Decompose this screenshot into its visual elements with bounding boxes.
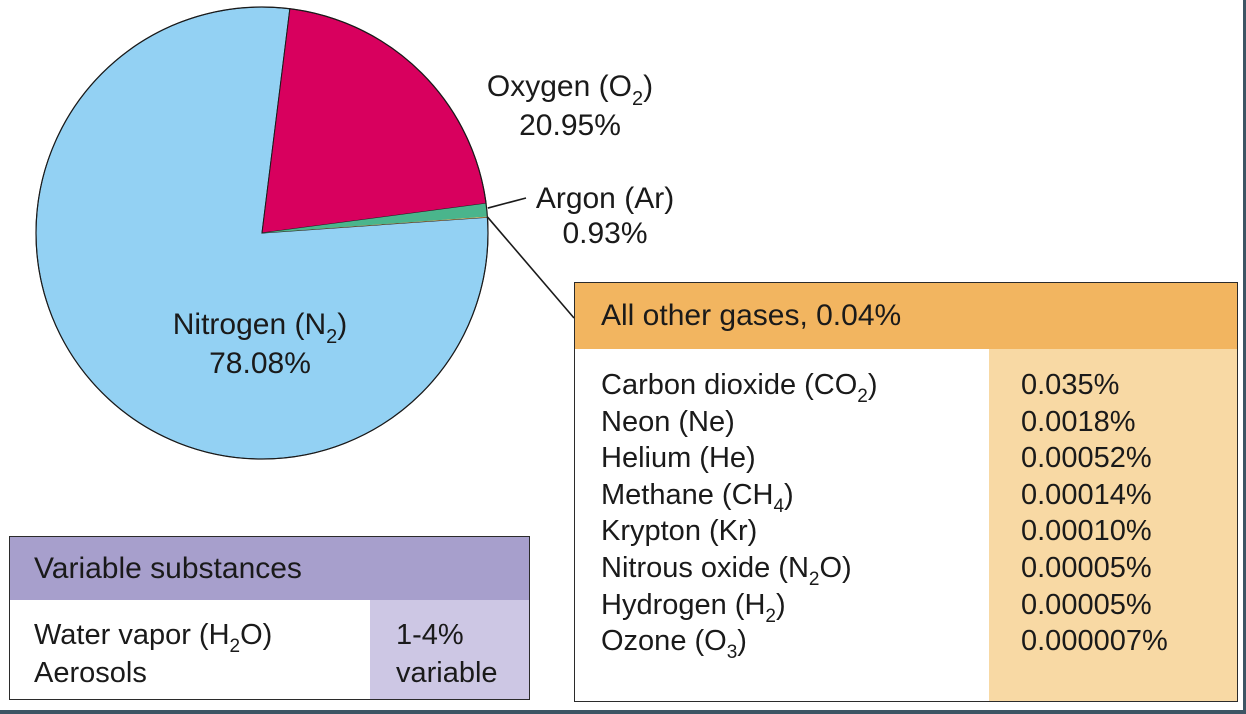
other-gas-row-2-name-text: Helium (He) (601, 442, 756, 475)
other-gas-row-7-name-tail: ) (737, 625, 747, 658)
variable-row-0-name-tail: O) (240, 619, 273, 651)
other-gas-row-5-value: 0.00005% (1021, 552, 1152, 584)
pie-slice-all (262, 216, 488, 233)
variable-substances-header: Variable substances (10, 537, 529, 600)
other-gases-value-column (989, 349, 1237, 701)
other-gas-row-0-name-tail: ) (867, 369, 878, 401)
variable-row-0-name-text: Water vapor (H (34, 619, 230, 651)
other-gas-row-7-name: Ozone (O3) (601, 623, 747, 663)
other-gas-row-3-subscript: 4 (773, 495, 785, 517)
other-gas-row-4-name: Krypton (Kr) (601, 513, 757, 549)
argon-leader-line (487, 197, 527, 209)
other-gas-row-4-name-text: Krypton (Kr) (601, 515, 758, 548)
frame-bottom-edge (0, 710, 1246, 714)
nitrogen-value: 78.08% (209, 347, 311, 380)
other-gases-table: All other gases, 0.04% Carbon dioxide (C… (574, 282, 1238, 702)
other-gas-row-0-subscript: 2 (857, 386, 868, 407)
other-gas-row-6-name-tail: ) (775, 588, 786, 621)
other-gas-row-5-name-tail: O) (819, 552, 852, 584)
pie-outline (35, 6, 489, 460)
other-gas-row-2-value: 0.00052% (1021, 442, 1152, 475)
other-gases-header: All other gases, 0.04% (575, 283, 1237, 349)
nitrogen-name-tail: ) (337, 308, 348, 341)
frame-right-edge (1243, 0, 1246, 714)
other-gas-row-0-value: 0.035% (1021, 369, 1120, 401)
other-gas-row-3-value: 0.00014% (1021, 478, 1152, 511)
other-gas-row-5-subscript: 2 (808, 569, 820, 590)
other-gas-row-3-name-tail: ) (784, 478, 794, 511)
other-gas-row-5-name: Nitrous oxide (N2O) (601, 550, 852, 590)
variable-row-0-subscript: 2 (229, 636, 241, 657)
other-gas-row-7-name-text: Ozone (O (601, 625, 727, 658)
other-gas-row-5-name-text: Nitrous oxide (N (601, 552, 809, 584)
nitrogen-subscript: 2 (326, 326, 338, 348)
other-gas-row-0-name: Carbon dioxide (CO2) (601, 367, 878, 407)
pie-slice-argon (262, 203, 488, 233)
other-gas-row-1-name: Neon (Ne) (601, 404, 735, 440)
other-gas-row-7-subscript: 3 (726, 642, 738, 664)
other-gas-row-1-value: 0.0018% (1021, 405, 1136, 438)
argon-label: Argon (Ar) 0.93% (510, 181, 700, 251)
variable-row-1-name-text: Aerosols (34, 657, 147, 689)
oxygen-name: Oxygen (O (486, 70, 632, 103)
other-gas-row-4-value: 0.00010% (1021, 515, 1152, 548)
other-gases-leader-line (486, 216, 575, 319)
other-gas-row-3-name-text: Methane (CH (601, 478, 774, 511)
variable-row-1-value: variable (396, 657, 498, 689)
argon-value: 0.93% (562, 217, 648, 250)
other-gas-row-6-name: Hydrogen (H2) (601, 587, 786, 627)
variable-row-0-name: Water vapor (H2O) (34, 617, 272, 657)
oxygen-subscript: 2 (631, 88, 644, 110)
other-gas-row-6-value: 0.00005% (1021, 588, 1152, 621)
other-gas-row-3-name: Methane (CH4) (601, 477, 794, 517)
other-gas-row-7-value: 0.000007% (1021, 625, 1168, 658)
nitrogen-label: Nitrogen (N2) 78.08% (120, 307, 400, 381)
variable-row-1-name: Aerosols (34, 655, 147, 691)
argon-name: Argon (Ar) (535, 182, 675, 215)
other-gas-row-1-name-text: Neon (Ne) (601, 405, 735, 438)
other-gas-row-2-name: Helium (He) (601, 440, 756, 476)
oxygen-name-tail: ) (643, 70, 654, 103)
nitrogen-name: Nitrogen (N (172, 308, 327, 341)
other-gas-row-6-name-text: Hydrogen (H (601, 588, 766, 621)
variable-substances-value-column (370, 600, 529, 699)
variable-substances-table: Variable substances Water vapor (H2O) 1-4… (9, 536, 530, 700)
other-gas-row-6-subscript: 2 (765, 605, 776, 627)
oxygen-value: 20.95% (519, 109, 621, 142)
other-gas-row-0-name-text: Carbon dioxide (CO (601, 369, 858, 401)
oxygen-label: Oxygen (O2) 20.95% (440, 69, 700, 143)
variable-row-0-value: 1-4% (396, 619, 464, 651)
